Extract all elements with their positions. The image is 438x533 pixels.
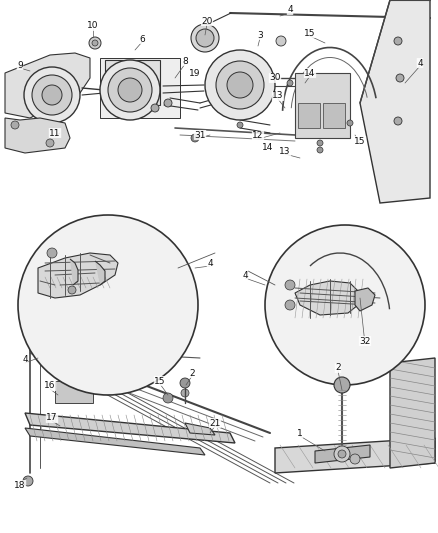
Text: 15: 15 [154, 376, 166, 385]
Circle shape [191, 24, 219, 52]
Circle shape [276, 36, 286, 46]
Circle shape [394, 117, 402, 125]
Circle shape [338, 450, 346, 458]
Bar [105, 60, 160, 105]
Polygon shape [315, 445, 370, 463]
Bar [55, 381, 93, 403]
Polygon shape [390, 358, 435, 468]
Circle shape [347, 120, 353, 126]
Circle shape [196, 29, 214, 47]
Text: 4: 4 [22, 356, 28, 365]
Text: 14: 14 [262, 143, 274, 152]
Polygon shape [185, 423, 215, 435]
Circle shape [100, 60, 160, 120]
Circle shape [265, 225, 425, 385]
Text: 31: 31 [194, 131, 206, 140]
Circle shape [396, 74, 404, 82]
Polygon shape [5, 53, 90, 118]
Text: 19: 19 [189, 69, 201, 77]
Text: 3: 3 [257, 30, 263, 39]
Circle shape [11, 121, 19, 129]
Polygon shape [5, 118, 70, 153]
Circle shape [32, 75, 72, 115]
Polygon shape [275, 438, 435, 473]
Text: 9: 9 [17, 61, 23, 69]
Circle shape [317, 140, 323, 146]
Text: 13: 13 [272, 92, 284, 101]
Text: 1: 1 [297, 429, 303, 438]
Polygon shape [360, 0, 430, 203]
Circle shape [151, 104, 159, 112]
Circle shape [18, 215, 198, 395]
Circle shape [181, 389, 189, 397]
Circle shape [285, 300, 295, 310]
Circle shape [46, 139, 54, 147]
Circle shape [205, 50, 275, 120]
Circle shape [394, 37, 402, 45]
Polygon shape [295, 281, 360, 315]
Circle shape [191, 134, 199, 142]
Bar [100, 58, 180, 118]
Circle shape [23, 476, 33, 486]
Circle shape [89, 37, 101, 49]
Text: 32: 32 [359, 336, 371, 345]
Polygon shape [95, 261, 105, 285]
Circle shape [92, 40, 98, 46]
Text: 15: 15 [304, 28, 316, 37]
Bar [298, 103, 320, 128]
Text: 15: 15 [354, 136, 366, 146]
Polygon shape [38, 253, 118, 298]
Circle shape [42, 85, 62, 105]
Circle shape [350, 454, 360, 464]
Circle shape [287, 80, 293, 86]
Bar [323, 103, 345, 128]
Text: 4: 4 [417, 59, 423, 68]
Text: 17: 17 [46, 414, 58, 423]
Text: 8: 8 [182, 56, 188, 66]
Text: 13: 13 [279, 147, 291, 156]
Text: 14: 14 [304, 69, 316, 77]
Polygon shape [355, 288, 375, 311]
Circle shape [180, 378, 190, 388]
Text: 11: 11 [49, 128, 61, 138]
Circle shape [164, 99, 172, 107]
Polygon shape [25, 428, 205, 455]
Text: 4: 4 [207, 259, 213, 268]
Circle shape [334, 446, 350, 462]
Circle shape [109, 372, 121, 384]
Text: 10: 10 [87, 21, 99, 30]
Bar [295, 73, 350, 138]
Text: 4: 4 [242, 271, 248, 279]
Circle shape [163, 393, 173, 403]
Circle shape [334, 377, 350, 393]
Circle shape [118, 78, 142, 102]
Text: 30: 30 [269, 74, 281, 83]
Circle shape [285, 280, 295, 290]
Text: 2: 2 [335, 364, 341, 373]
Text: 6: 6 [139, 35, 145, 44]
Text: 20: 20 [201, 17, 213, 26]
Text: 18: 18 [14, 481, 26, 489]
Text: 2: 2 [189, 368, 195, 377]
Text: 4: 4 [287, 5, 293, 14]
Circle shape [108, 68, 152, 112]
Circle shape [47, 248, 57, 258]
Circle shape [317, 147, 323, 153]
Text: 21: 21 [209, 418, 221, 427]
Circle shape [24, 67, 80, 123]
Polygon shape [25, 413, 235, 443]
Circle shape [237, 122, 243, 128]
Circle shape [68, 286, 76, 294]
Circle shape [216, 61, 264, 109]
Polygon shape [70, 259, 78, 285]
Text: 12: 12 [252, 132, 264, 141]
Text: 16: 16 [44, 382, 56, 391]
Circle shape [227, 72, 253, 98]
